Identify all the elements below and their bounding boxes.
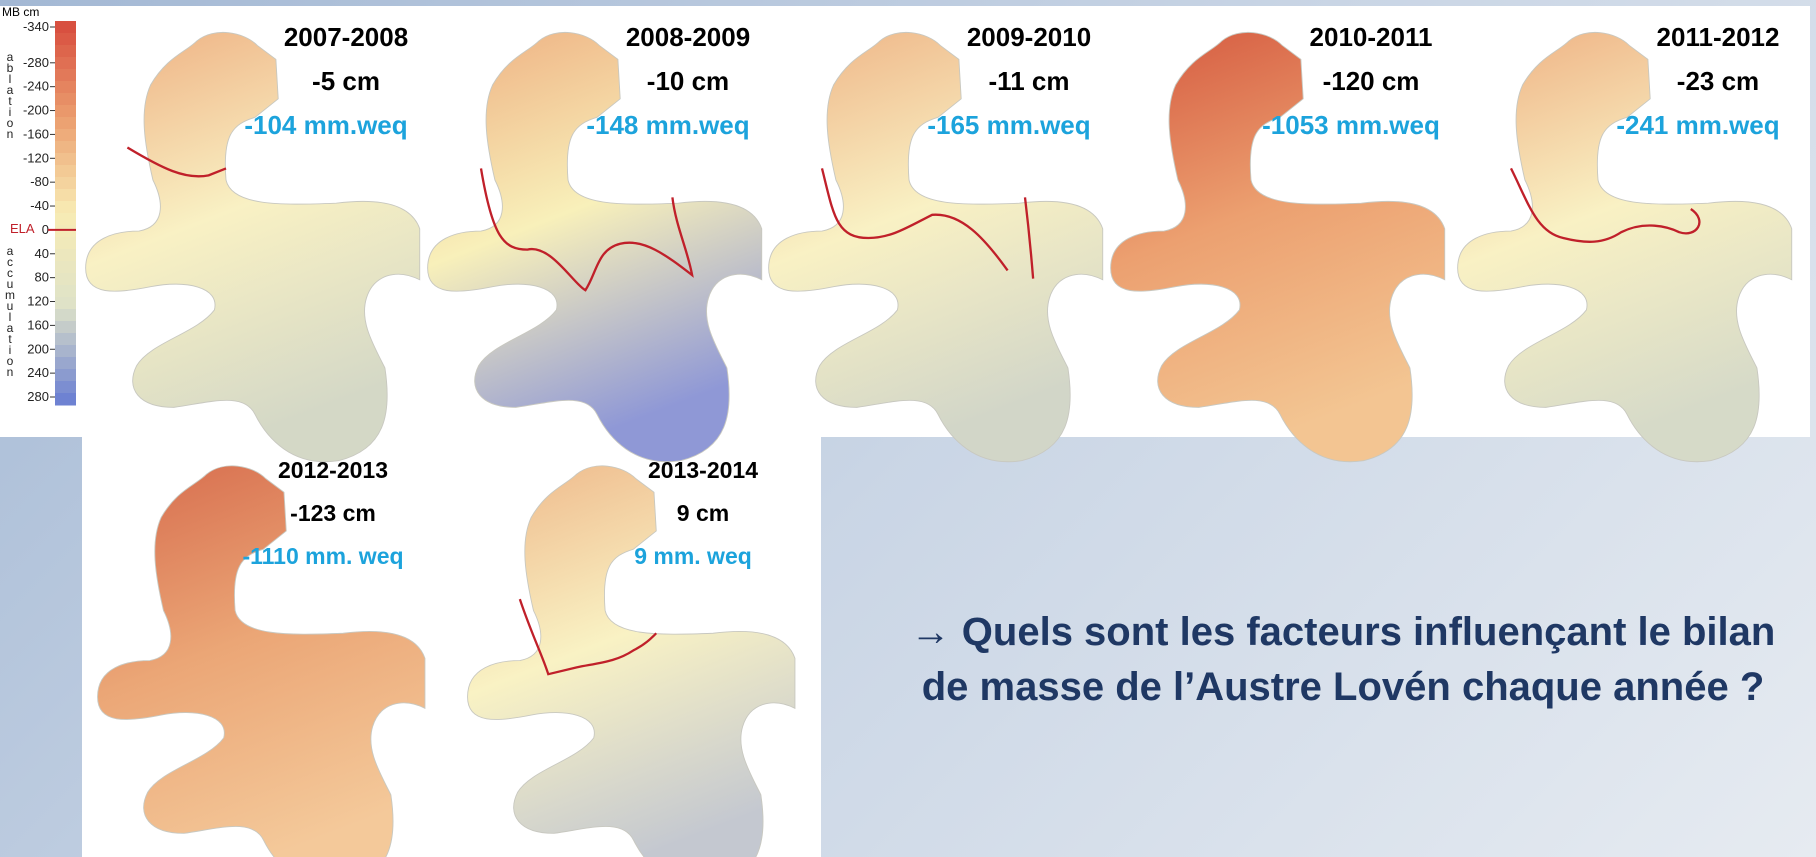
colorbar-step [55,177,76,190]
colorbar-step [55,33,76,46]
panel-cm: -123 cm [290,500,376,526]
colorbar-step [55,21,76,34]
colorbar-step [55,213,76,226]
colorbar-step [55,261,76,274]
colorbar-step [55,273,76,286]
panel-weq: -241 mm.weq [1616,110,1779,140]
legend-tick-label: 280 [27,389,49,404]
colorbar-step [55,321,76,334]
panel-cm: -23 cm [1677,66,1759,96]
colorbar-step [55,249,76,262]
panel-cm: 9 cm [677,500,729,526]
colorbar-step [55,309,76,322]
colorbar-step [55,285,76,298]
panel-weq: 9 mm. weq [634,543,752,569]
legend-tick-label: -80 [30,174,49,189]
panel-weq: -1053 mm.weq [1262,110,1440,140]
colorbar-step [55,357,76,370]
legend-tick-label: -40 [30,198,49,213]
legend-tick-label: 120 [27,294,49,309]
legend-tick-label: -340 [23,19,49,34]
legend-tick-label: 0 [42,222,49,237]
colorbar-step [55,153,76,166]
panel-weq: -1110 mm. weq [242,543,403,569]
colorbar-step [55,201,76,214]
legend-tick-label: -280 [23,55,49,70]
ela-line [1509,167,1701,243]
panel-years: 2012-2013 [278,457,388,483]
legend-tick-label: -240 [23,79,49,94]
colorbar-step [55,297,76,310]
colorbar-step [55,189,76,202]
legend-tick-label: 240 [27,365,49,380]
glacier [768,31,1104,463]
colorbar-step [55,381,76,394]
panel-cm: -10 cm [647,66,729,96]
glacier-panel [768,31,1104,463]
colorbar-step [55,345,76,358]
colorbar-step [55,129,76,142]
legend-tick-label: 200 [27,341,49,356]
glacier-panel [1457,31,1793,463]
legend-tick-label: -160 [23,126,49,141]
panel-years: 2009-2010 [967,22,1091,52]
legend-tick-label: 80 [35,270,49,285]
panel-cm: -5 cm [312,66,380,96]
glacier [427,31,763,463]
ela-line [518,598,658,676]
panel-years: 2013-2014 [648,457,758,483]
colorbar-step [55,393,76,406]
legend-ela: ELA [10,221,35,236]
colorbar-step [55,81,76,94]
colorbar-step [55,117,76,130]
glacier [85,31,421,463]
legend-tick-label: -200 [23,103,49,118]
panel-years: 2010-2011 [1310,22,1433,52]
panel-weq: -165 mm.weq [927,110,1090,140]
colorbar-step [55,165,76,178]
legend-unit: MB cm [2,5,39,19]
panel-cm: -11 cm [989,66,1070,96]
glacier [1457,31,1793,463]
legend-ablation: ablation [3,50,17,138]
question-line: → Quels sont les facteurs influençant le… [911,610,1776,654]
colorbar-step [55,69,76,82]
colorbar-step [55,57,76,70]
glacier [467,465,796,857]
glacier-panel [427,31,763,463]
panel-weq: -148 mm.weq [586,110,749,140]
glacier-panel [467,465,796,857]
glacier-panel [85,31,421,463]
colorbar-step [55,45,76,58]
panel-years: 2007-2008 [284,22,408,52]
colorbar-step [55,237,76,250]
colorbar-step [55,93,76,106]
legend-tick-label: -120 [23,150,49,165]
panel-years: 2008-2009 [626,22,750,52]
ela-line [479,168,694,292]
panel-cm: -120 cm [1323,66,1420,96]
colorbar-step [55,141,76,154]
colorbar-step [55,105,76,118]
legend-tick-label: 160 [27,317,49,332]
colorbar-step [55,225,76,238]
legend-tick-label: 40 [35,246,49,261]
ela-line [820,168,1035,279]
panel-years: 2011-2012 [1657,22,1780,52]
colorbar-step [55,333,76,346]
glacier-panel [97,465,426,857]
panel-weq: -104 mm.weq [244,110,407,140]
glacier [97,465,426,857]
colorbar-step [55,369,76,382]
glacier-panel [1110,31,1446,463]
glacier [1110,31,1446,463]
ela-line [126,146,227,178]
legend-accumulation: accumulation [3,244,17,376]
question-line: de masse de l’Austre Lovén chaque année … [922,665,1765,709]
